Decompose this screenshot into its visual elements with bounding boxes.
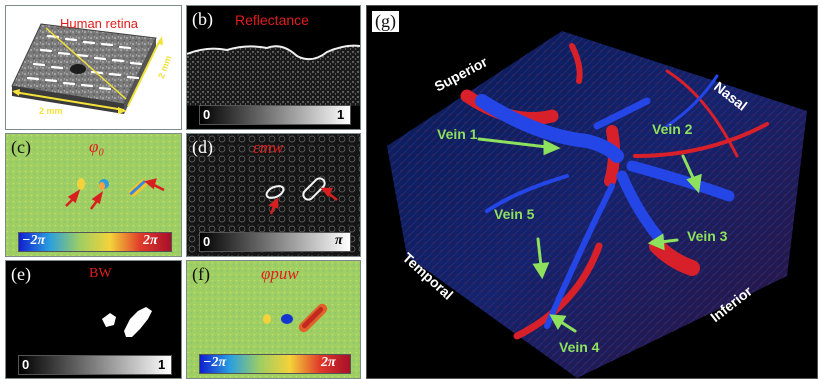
panel-f-cbar-min: −2π bbox=[203, 355, 227, 370]
vein-4-label: Vein 4 bbox=[559, 339, 600, 355]
panel-d-colorbar bbox=[199, 232, 351, 252]
panel-f: (f) φpuw −2π 2π bbox=[186, 260, 361, 379]
panel-e-label: (e) bbox=[11, 264, 31, 284]
panel-g-label: (g) bbox=[372, 11, 399, 32]
panel-e-colorbar bbox=[18, 355, 172, 375]
reflectance-bscan bbox=[187, 44, 360, 106]
panel-e-title: BW bbox=[89, 266, 112, 281]
vein-1-label: Vein 1 bbox=[437, 126, 478, 142]
vein-2-label: Vein 2 bbox=[652, 121, 693, 137]
binary-mask-e bbox=[102, 307, 152, 337]
panel-b-label: (b) bbox=[192, 9, 213, 29]
vein-3-label: Vein 3 bbox=[687, 228, 728, 244]
panel-c-title: φ₀ bbox=[89, 137, 105, 156]
panel-c-label: (c) bbox=[11, 137, 31, 157]
panel-c-cbar-min: −2π bbox=[22, 233, 46, 248]
panel-d-cbar-max: π bbox=[335, 233, 343, 248]
panel-a-title: Human retina bbox=[60, 16, 139, 31]
retina-volume-render bbox=[11, 23, 163, 114]
vascular-3d-render bbox=[387, 31, 807, 378]
panel-f-title: φpuw bbox=[261, 264, 299, 283]
panel-b: (b) Reflectance 0 1 bbox=[186, 5, 361, 130]
panel-c-cbar-max: 2π bbox=[143, 233, 158, 248]
panel-d-cbar-min: 0 bbox=[203, 234, 211, 249]
panel-c: (c) φ₀ −2π 2π bbox=[5, 133, 182, 257]
panel-a-label: (a) bbox=[11, 9, 31, 29]
panel-a: (a) Human retina 2 mm 2 mm bbox=[5, 5, 182, 130]
panel-f-cbar-max: 2π bbox=[321, 355, 336, 370]
panel-c-colorbar bbox=[18, 232, 172, 252]
panel-b-title: Reflectance bbox=[235, 12, 309, 28]
panel-b-cbar-min: 0 bbox=[203, 107, 211, 122]
panel-b-colorbar bbox=[199, 105, 351, 125]
panel-f-label: (f) bbox=[192, 264, 210, 284]
dim-x-label: 2 mm bbox=[39, 106, 63, 116]
panel-f-colorbar bbox=[199, 354, 351, 374]
panel-b-cbar-max: 1 bbox=[337, 107, 345, 122]
panel-g: (g) Superior Nasal Temporal Inferior Vei… bbox=[366, 5, 818, 379]
panel-d: (d) εmw 0 π bbox=[186, 133, 361, 257]
panel-d-label: (d) bbox=[192, 137, 213, 157]
vein-5-label: Vein 5 bbox=[494, 206, 535, 222]
panel-e: (e) BW 0 1 bbox=[5, 260, 182, 379]
panel-e-cbar-max: 1 bbox=[158, 357, 166, 372]
panel-e-cbar-min: 0 bbox=[22, 357, 30, 372]
panel-d-title: εmw bbox=[253, 138, 284, 157]
